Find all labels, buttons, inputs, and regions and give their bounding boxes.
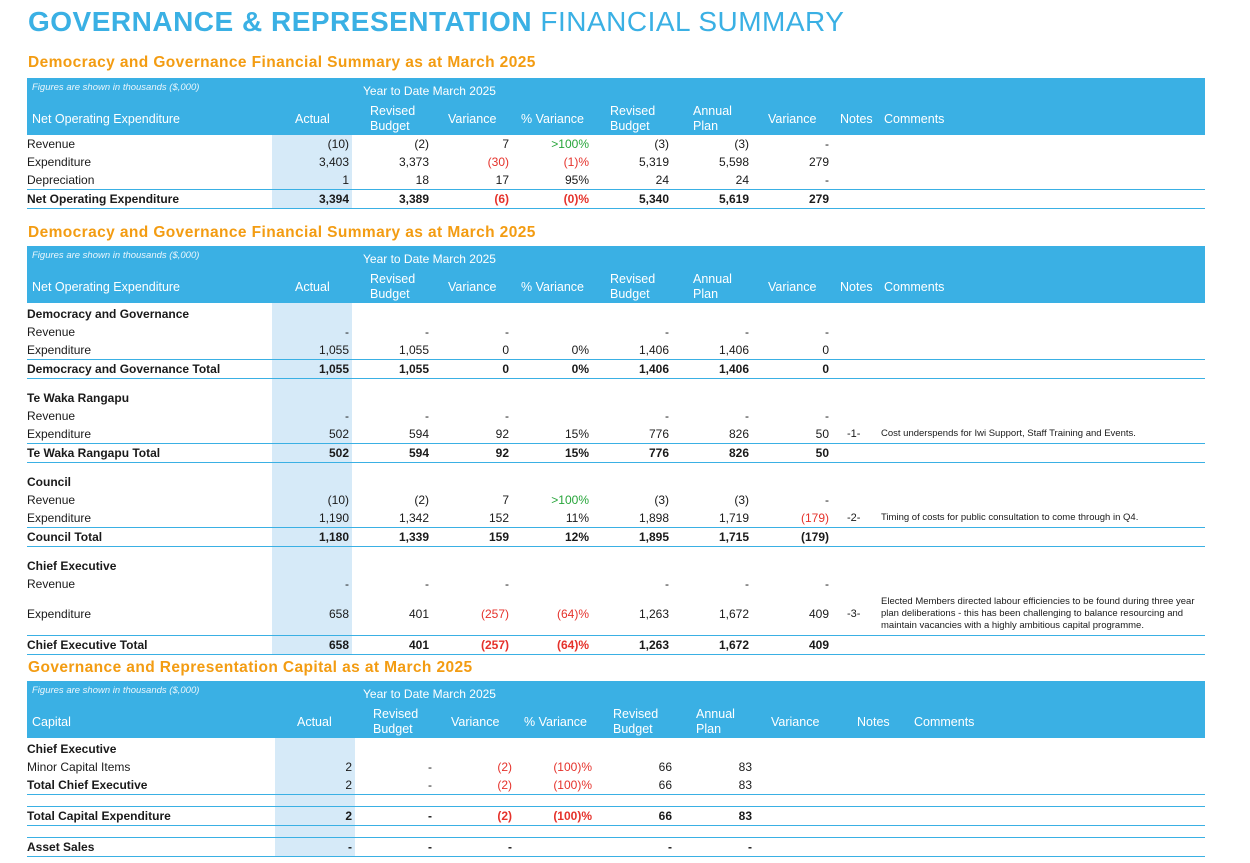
col-header-actual: Actual xyxy=(297,715,332,729)
section-title-2: Democracy and Governance Financial Summa… xyxy=(28,224,536,241)
page-title-light: FINANCIAL SUMMARY xyxy=(540,6,845,37)
figures-note: Figures are shown in thousands ($,000) xyxy=(32,250,200,261)
col-header-comments: Comments xyxy=(914,715,975,729)
table-row: Revenue - - - - - - xyxy=(27,409,829,423)
col-header-annual-plan: Annual Plan xyxy=(693,104,732,133)
col-header-comments: Comments xyxy=(884,280,945,294)
total-row: Net Operating Expenditure 3,394 3,389 (6… xyxy=(27,189,1205,209)
col-header-annual-plan: Annual Plan xyxy=(693,272,732,301)
section-title-1: Democracy and Governance Financial Summa… xyxy=(28,54,536,71)
table-1: Figures are shown in thousands ($,000) Y… xyxy=(27,78,1205,209)
total-row: Council Total 1,180 1,339 159 12% 1,895 … xyxy=(27,527,1205,547)
col-header-revised-budget-full: Revised Budget xyxy=(613,707,659,736)
table-row: Expenditure 502 594 92 15% 776 826 50 -1… xyxy=(27,427,1136,441)
table-row: Expenditure 1,190 1,342 152 11% 1,898 1,… xyxy=(27,511,1139,525)
col-header-revised-budget: Revised Budget xyxy=(370,272,416,301)
comment: Timing of costs for public consultation … xyxy=(881,512,1139,523)
ytd-label: Year to Date March 2025 xyxy=(363,84,496,98)
table-row: Revenue - - - - - - xyxy=(27,577,829,591)
col-header-revised-budget-full: Revised Budget xyxy=(610,272,656,301)
table-row: Expenditure 3,403 3,373 (30) (1)% 5,319 … xyxy=(27,155,829,169)
col-header-variance: Variance xyxy=(448,280,497,294)
col-header-variance: Variance xyxy=(451,715,500,729)
table-row: Depreciation 1 18 17 95% 24 24 - xyxy=(27,173,829,187)
col-header-variance-full: Variance xyxy=(771,715,820,729)
group-heading: Te Waka Rangapu xyxy=(27,391,130,405)
col-header-variance-full: Variance xyxy=(768,112,817,126)
total-row: Te Waka Rangapu Total 502 594 92 15% 776… xyxy=(27,443,1205,463)
table-row: Minor Capital Items 2 - (2) (100)% 66 83 xyxy=(27,760,752,774)
col-header-pct-variance: % Variance xyxy=(524,715,587,729)
note-ref: -2- xyxy=(847,512,861,524)
col-header-annual-plan: Annual Plan xyxy=(696,707,735,736)
figures-note: Figures are shown in thousands ($,000) xyxy=(32,685,200,696)
page-title: GOVERNANCE & REPRESENTATION FINANCIAL SU… xyxy=(28,6,844,38)
col-header-revised-budget: Revised Budget xyxy=(370,104,416,133)
table-2-header: Figures are shown in thousands ($,000) Y… xyxy=(27,246,1205,303)
col-header-comments: Comments xyxy=(884,112,945,126)
col-header-notes: Notes xyxy=(857,715,890,729)
col-header-variance-full: Variance xyxy=(768,280,817,294)
table-3: Figures are shown in thousands ($,000) Y… xyxy=(27,681,1205,857)
table-row: Expenditure 658 401 (257) (64)% 1,263 1,… xyxy=(27,593,1205,635)
note-ref: -3- xyxy=(847,608,861,620)
figures-note: Figures are shown in thousands ($,000) xyxy=(32,82,200,93)
total-row: Total Chief Executive 2 - (2) (100)% 66 … xyxy=(27,776,1205,795)
table-2-body: Democracy and Governance Revenue - - - -… xyxy=(27,303,1205,655)
total-capex-row: Total Capital Expenditure 2 - (2) (100)%… xyxy=(27,806,1205,826)
section-title-3: Governance and Representation Capital as… xyxy=(28,659,473,676)
total-row: Chief Executive Total 658 401 (257) (64)… xyxy=(27,635,1205,655)
ytd-label: Year to Date March 2025 xyxy=(363,687,496,701)
total-row: Democracy and Governance Total 1,055 1,0… xyxy=(27,359,1205,379)
table-2: Figures are shown in thousands ($,000) Y… xyxy=(27,246,1205,655)
col-header-revised-budget-full: Revised Budget xyxy=(610,104,656,133)
table-1-body: Revenue (10) (2) 7 >100% (3) (3) - Expen… xyxy=(27,135,1205,209)
table-3-header: Figures are shown in thousands ($,000) Y… xyxy=(27,681,1205,738)
table-3-body: Chief Executive Minor Capital Items 2 - … xyxy=(27,738,1205,857)
asset-sales-row: Asset Sales - - - - - xyxy=(27,837,1205,857)
comment: Elected Members directed labour efficien… xyxy=(881,596,1195,631)
col-header-label: Net Operating Expenditure xyxy=(32,280,181,294)
table-row: Revenue - - - - - - xyxy=(27,325,829,339)
group-heading: Council xyxy=(27,475,71,489)
col-header-pct-variance: % Variance xyxy=(521,280,584,294)
col-header-notes: Notes xyxy=(840,112,873,126)
col-header-label: Capital xyxy=(32,715,71,729)
col-header-actual: Actual xyxy=(295,280,330,294)
col-header-variance: Variance xyxy=(448,112,497,126)
ytd-label: Year to Date March 2025 xyxy=(363,252,496,266)
table-row: Expenditure 1,055 1,055 0 0% 1,406 1,406… xyxy=(27,343,829,357)
group-heading: Democracy and Governance xyxy=(27,307,190,321)
col-header-label: Net Operating Expenditure xyxy=(32,112,181,126)
group-heading: Chief Executive xyxy=(27,742,117,756)
note-ref: -1- xyxy=(847,428,861,440)
table-row: Revenue (10) (2) 7 >100% (3) (3) - xyxy=(27,137,829,151)
col-header-revised-budget: Revised Budget xyxy=(373,707,419,736)
comment: Cost underspends for Iwi Support, Staff … xyxy=(881,428,1136,439)
col-header-notes: Notes xyxy=(840,280,873,294)
page-title-bold: GOVERNANCE & REPRESENTATION xyxy=(28,6,533,37)
col-header-actual: Actual xyxy=(295,112,330,126)
table-row: Revenue (10) (2) 7 >100% (3) (3) - xyxy=(27,493,829,507)
table-1-header: Figures are shown in thousands ($,000) Y… xyxy=(27,78,1205,135)
col-header-pct-variance: % Variance xyxy=(521,112,584,126)
group-heading: Chief Executive xyxy=(27,559,117,573)
